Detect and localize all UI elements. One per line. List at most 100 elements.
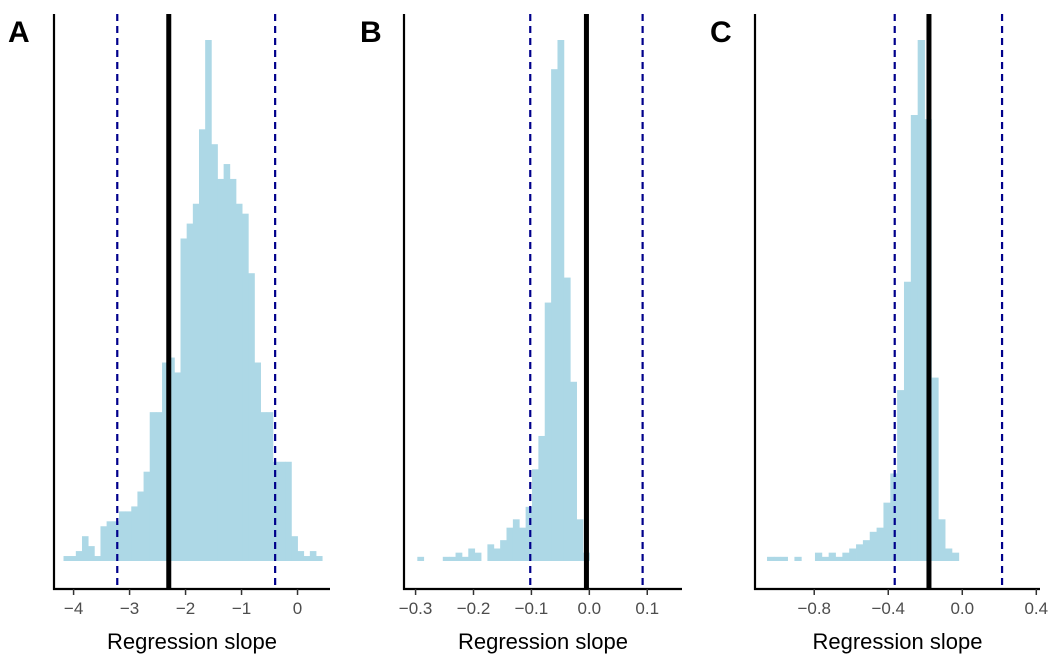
histogram-bar [897,390,905,561]
histogram-bar [512,519,520,561]
x-axis-title: Regression slope [458,629,628,654]
histogram-bar [417,556,425,561]
x-tick-label: 0.4 [1024,599,1048,618]
histogram-bar [279,461,286,561]
histogram-bar [828,552,836,561]
histogram-bar [474,552,482,561]
x-tick-label: 0.1 [635,599,659,618]
x-tick-label: −0.4 [871,599,905,618]
histogram-bar [75,551,83,561]
x-tick-label: −0.2 [457,599,491,618]
histogram-bar [254,362,261,561]
histogram-bar [316,556,323,561]
histogram-bar [876,527,884,561]
histogram-bar [563,277,571,561]
histogram-bar [149,412,157,561]
histogram-bar [532,469,539,561]
histogram-bar [821,556,830,561]
histogram-bar [242,213,249,562]
histogram-bar [903,281,912,561]
x-tick-label: 0.0 [578,599,602,618]
histogram-bar [155,412,163,561]
histogram-bar [88,546,95,561]
histogram-bar [570,381,577,561]
histogram-bar [468,548,476,561]
panel-c: −0.8 −0.4 0.0 0.4 Regression slope C [710,14,1048,654]
histogram-bar [455,552,463,561]
histogram-bar [773,556,782,561]
histogram-bar [131,506,138,561]
histogram-bar [814,552,823,561]
histogram-bar [162,362,169,561]
histogram-bar [869,531,877,561]
histogram-bar [205,40,212,561]
histogram-bar [493,548,501,561]
histogram-bar [780,556,788,561]
histogram-bar [63,556,71,561]
histogram-bar [81,536,89,561]
histogram-bar [192,203,200,562]
histogram-bar [487,544,495,561]
histogram-bar [951,552,960,561]
histogram-bar [883,502,891,561]
histogram-bar [223,164,231,562]
x-tick-label: −3 [120,599,139,618]
histogram-bar [794,556,802,561]
histogram-bar [199,129,206,561]
histogram-bar [266,412,274,561]
panel-a: −4 −3 −2 −1 0 Regression slope A [8,14,330,654]
histogram-bar [849,548,857,561]
histogram-bar [917,40,925,561]
histogram-bar [69,556,77,561]
histogram-bar [910,115,919,562]
histogram-bar [557,40,565,561]
histogram-bar [767,556,775,561]
histogram-bar [118,511,126,561]
histogram-bar [137,491,144,561]
histogram-bar [235,203,243,562]
histogram-bar [544,302,552,561]
x-tick-label: −0.3 [399,599,433,618]
histogram-bar [525,506,533,561]
x-axis-title: Regression slope [107,629,277,654]
histogram-bar [303,556,311,561]
histogram-bar [461,556,469,561]
histogram-bar [931,377,939,561]
histogram-bar [862,540,871,561]
histogram-bar [449,556,456,561]
histogram-bar [168,357,175,561]
histogram-bar [938,519,946,561]
x-tick-label: −2 [176,599,195,618]
histogram-bar [125,511,132,561]
panel-label: C [710,16,732,49]
panel-label: B [360,16,382,49]
panel-b: −0.3 −0.2 −0.1 0.0 0.1 Regression slope B [360,14,682,654]
histogram-bar [842,552,850,561]
histogram-bar [217,178,225,561]
histogram-bar [106,521,114,561]
histogram-bar [856,544,864,561]
histogram-bar [442,556,450,561]
histogram-bar [186,223,194,561]
histogram-bar [500,540,507,561]
histogram-bar [211,144,218,561]
x-tick-label: −0.1 [515,599,549,618]
histogram-bar [835,556,843,561]
histogram-bar [576,519,584,561]
histogram-bar [100,526,108,561]
histogram-bar [285,461,292,561]
histogram-bar [112,521,120,561]
x-tick-label: −1 [232,599,251,618]
histogram-bar [309,551,317,561]
x-axis-title: Regression slope [813,629,983,654]
histogram-bar [174,372,181,561]
histogram-bar [291,536,298,561]
histogram-bar [945,548,953,561]
histogram-bar [538,435,546,561]
histogram-bar [260,412,268,561]
x-tick-label: −0.8 [797,599,831,618]
x-tick-label: −4 [64,599,83,618]
histogram-bar [297,551,305,561]
panel-label: A [8,16,30,49]
